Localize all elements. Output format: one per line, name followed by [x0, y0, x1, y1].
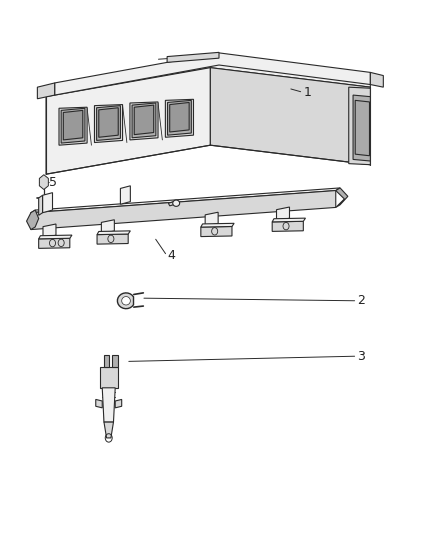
Polygon shape: [272, 221, 304, 231]
Polygon shape: [201, 227, 232, 237]
Text: 5: 5: [49, 175, 57, 189]
Polygon shape: [39, 238, 70, 248]
Polygon shape: [130, 102, 158, 140]
Polygon shape: [122, 296, 131, 305]
Polygon shape: [168, 100, 191, 135]
Polygon shape: [97, 106, 120, 140]
Polygon shape: [102, 388, 115, 422]
Text: 1: 1: [304, 86, 311, 99]
Polygon shape: [59, 107, 87, 145]
Polygon shape: [97, 234, 128, 244]
Polygon shape: [43, 224, 56, 238]
Polygon shape: [210, 68, 371, 165]
Polygon shape: [101, 220, 114, 233]
Polygon shape: [39, 235, 72, 239]
Polygon shape: [117, 293, 134, 309]
Text: 2: 2: [357, 294, 365, 308]
Polygon shape: [31, 191, 336, 230]
Text: 3: 3: [357, 350, 365, 362]
Polygon shape: [276, 207, 290, 221]
Polygon shape: [353, 95, 371, 161]
Polygon shape: [27, 210, 39, 230]
Polygon shape: [64, 110, 83, 140]
Polygon shape: [97, 231, 131, 235]
Text: 4: 4: [167, 249, 175, 262]
Polygon shape: [104, 422, 113, 438]
Polygon shape: [37, 83, 55, 99]
Polygon shape: [100, 367, 118, 388]
Polygon shape: [132, 103, 156, 138]
Polygon shape: [166, 99, 194, 138]
Polygon shape: [120, 186, 131, 204]
Polygon shape: [61, 108, 85, 143]
Polygon shape: [201, 223, 234, 227]
Polygon shape: [205, 212, 218, 226]
Polygon shape: [336, 188, 348, 207]
Polygon shape: [168, 201, 177, 206]
Polygon shape: [371, 72, 383, 87]
Polygon shape: [170, 102, 189, 132]
Polygon shape: [173, 200, 180, 206]
Polygon shape: [115, 399, 122, 408]
Polygon shape: [112, 355, 118, 367]
Polygon shape: [55, 53, 371, 95]
Polygon shape: [39, 195, 42, 215]
Polygon shape: [96, 399, 102, 408]
Polygon shape: [46, 68, 210, 174]
Polygon shape: [103, 355, 109, 367]
Polygon shape: [42, 192, 53, 213]
Polygon shape: [272, 218, 305, 222]
Polygon shape: [99, 108, 118, 138]
Polygon shape: [95, 104, 123, 142]
Polygon shape: [134, 105, 154, 135]
Polygon shape: [167, 52, 219, 62]
Polygon shape: [349, 87, 371, 165]
Polygon shape: [31, 188, 340, 213]
Polygon shape: [355, 100, 370, 156]
Polygon shape: [46, 58, 371, 96]
Polygon shape: [39, 175, 48, 190]
